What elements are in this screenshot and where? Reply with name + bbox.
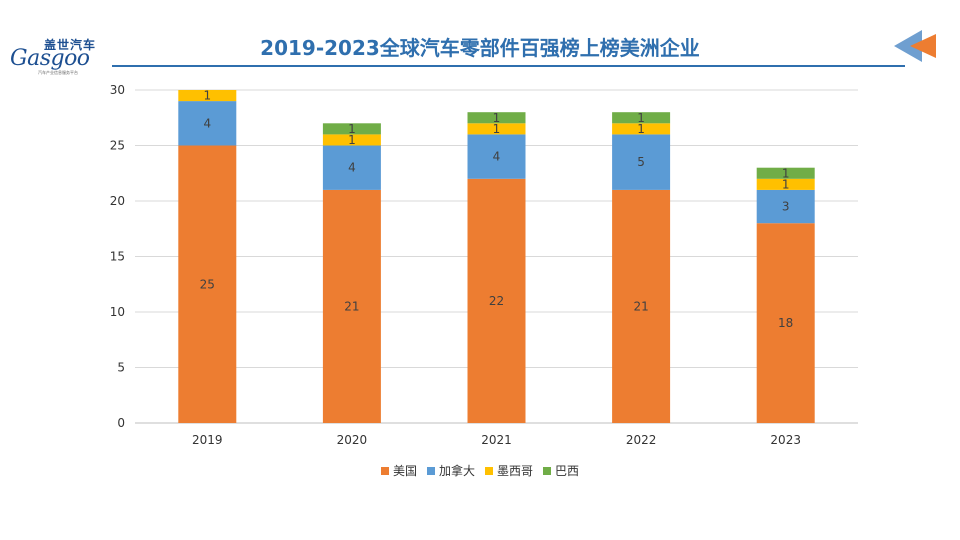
x-tick-label: 2019 (192, 433, 223, 447)
bar-segment (178, 145, 237, 423)
data-label: 1 (493, 122, 501, 136)
bar-segment (467, 123, 526, 135)
bar-segment (322, 145, 381, 190)
logo-subtitle: 汽车产业信息服务平台 (38, 70, 78, 75)
bar-segment (178, 101, 237, 146)
data-label: 3 (782, 200, 790, 214)
bar-segment (756, 178, 815, 190)
data-label: 1 (637, 122, 645, 136)
bar-segment (612, 134, 671, 190)
legend-label: 美国 (392, 464, 417, 478)
x-tick-label: 2020 (337, 433, 368, 447)
arrow-decoration-icon (894, 30, 936, 62)
legend-swatch (380, 466, 389, 475)
y-tick-label: 10 (110, 305, 125, 319)
bar-segment (612, 123, 671, 135)
data-label: 1 (493, 111, 501, 125)
y-tick-label: 25 (110, 139, 125, 153)
legend-label: 加拿大 (438, 464, 475, 478)
y-tick-label: 20 (110, 194, 125, 208)
legend-swatch (426, 466, 435, 475)
data-label: 4 (203, 116, 211, 130)
bar-segment (756, 189, 815, 224)
data-label: 4 (348, 161, 356, 175)
data-label: 1 (782, 177, 790, 191)
bar-segment (612, 189, 671, 423)
page-title: 2019-2023全球汽车零部件百强榜上榜美洲企业 (260, 36, 700, 60)
y-tick-label: 15 (110, 250, 125, 264)
data-label: 4 (493, 150, 501, 164)
legend-item: 美国 (380, 462, 417, 479)
data-label: 22 (489, 294, 504, 308)
logo-english-text: Gasgoo (10, 46, 90, 71)
data-label: 18 (778, 316, 793, 330)
bar-segment (322, 134, 381, 146)
legend-item: 巴西 (543, 462, 579, 479)
x-tick-label: 2021 (481, 433, 512, 447)
gasgoo-logo: 盖世汽车 Gasgoo 汽车产业信息服务平台 (8, 36, 108, 78)
data-label: 1 (637, 111, 645, 125)
y-tick-label: 30 (110, 83, 125, 97)
bar-segment (467, 134, 526, 179)
title-divider (112, 65, 905, 67)
bar-segment (612, 112, 671, 124)
data-label: 21 (344, 299, 359, 313)
legend-label: 巴西 (555, 464, 580, 478)
data-label: 5 (637, 155, 645, 169)
bar-segment (756, 167, 815, 179)
legend-swatch (543, 466, 552, 475)
legend-swatch (485, 466, 493, 475)
bar-segment (467, 112, 526, 124)
x-tick-label: 2022 (626, 433, 657, 447)
y-tick-label: 0 (117, 416, 125, 430)
legend-label: 墨西哥 (497, 464, 534, 478)
x-tick-label: 2023 (770, 433, 801, 447)
bar-segment (467, 178, 526, 423)
chart-legend: 美国 加拿大 墨西哥 巴西 (0, 462, 960, 479)
legend-item: 墨西哥 (485, 462, 533, 479)
data-label: 25 (200, 277, 215, 291)
bar-segment (178, 90, 237, 102)
data-label: 1 (348, 122, 356, 136)
bar-segment (322, 189, 381, 423)
data-label: 21 (633, 299, 648, 313)
data-label: 1 (203, 89, 211, 103)
legend-item: 加拿大 (426, 462, 475, 479)
data-label: 1 (348, 133, 356, 147)
bar-segment (322, 123, 381, 135)
bar-segment (756, 223, 815, 423)
y-tick-label: 5 (117, 361, 125, 375)
data-label: 1 (782, 166, 790, 180)
logo-chinese-text: 盖世汽车 (44, 38, 97, 52)
